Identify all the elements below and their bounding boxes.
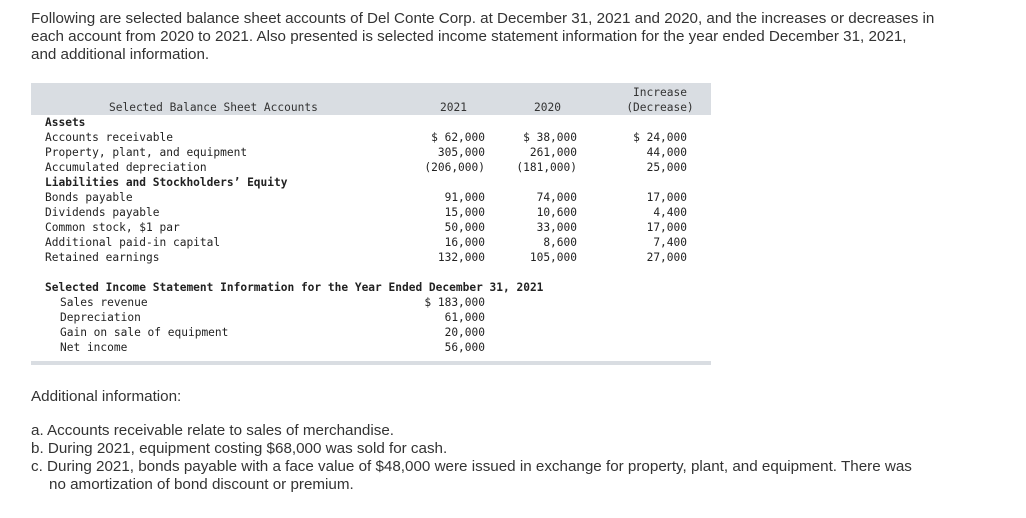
value-2021: (206,000) (424, 161, 485, 174)
value-2021: 132,000 (437, 251, 485, 264)
additional-item-b: b. During 2021, equipment costing $68,00… (31, 440, 448, 457)
intro-paragraph: Following are selected balance sheet acc… (31, 10, 991, 64)
additional-item-a: a. Accounts receivable relate to sales o… (31, 422, 395, 439)
value-change: 4,400 (653, 206, 687, 219)
income-label: Net income (60, 341, 128, 354)
value-2020: 8,600 (543, 236, 577, 249)
additional-heading: Additional information: (31, 388, 182, 405)
account-label: Retained earnings (45, 251, 160, 264)
income-value: 61,000 (444, 311, 485, 324)
account-label: Accumulated depreciation (45, 161, 207, 174)
income-value: 20,000 (444, 326, 485, 339)
value-change: $ 24,000 (633, 131, 687, 144)
income-label: Sales revenue (60, 296, 148, 309)
value-change: 25,000 (646, 161, 687, 174)
value-2020: 33,000 (536, 221, 577, 234)
section-heading: Liabilities and Stockholders’ Equity (45, 176, 288, 189)
income-label: Gain on sale of equipment (60, 326, 229, 339)
value-2021: 91,000 (444, 191, 485, 204)
header-2021: 2021 (440, 101, 467, 114)
account-label: Bonds payable (45, 191, 133, 204)
header-change-line1: Increase (633, 86, 687, 99)
account-label: Additional paid-in capital (45, 236, 221, 249)
balance-sheet-table: Selected Balance Sheet Accounts 2021 202… (31, 83, 711, 366)
value-2020: $ 38,000 (523, 131, 577, 144)
income-value: 56,000 (444, 341, 485, 354)
value-2021: 15,000 (444, 206, 485, 219)
table-bottom-rule (31, 361, 711, 365)
value-2020: 105,000 (529, 251, 577, 264)
header-2020: 2020 (534, 101, 561, 114)
table-header-band (31, 83, 711, 115)
additional-item-c: c. During 2021, bonds payable with a fac… (31, 458, 912, 475)
account-label: Common stock, $1 par (45, 221, 180, 234)
account-label: Property, plant, and equipment (45, 146, 248, 159)
account-label: Dividends payable (45, 206, 160, 219)
value-change: 44,000 (646, 146, 687, 159)
income-statement-title: Selected Income Statement Information fo… (45, 281, 544, 294)
value-2020: 74,000 (536, 191, 577, 204)
value-2021: 305,000 (437, 146, 485, 159)
additional-information: Additional information: a. Accounts rece… (31, 388, 991, 494)
account-label: Accounts receivable (45, 131, 173, 144)
value-2020: (181,000) (516, 161, 577, 174)
intro-line: and additional information. (31, 46, 210, 63)
value-change: 17,000 (646, 191, 687, 204)
income-label: Depreciation (60, 311, 141, 324)
value-change: 7,400 (653, 236, 687, 249)
value-change: 17,000 (646, 221, 687, 234)
income-value: $ 183,000 (424, 296, 485, 309)
value-change: 27,000 (646, 251, 687, 264)
value-2020: 261,000 (529, 146, 577, 159)
additional-item-c-continued: no amortization of bond discount or prem… (49, 476, 354, 493)
value-2021: $ 62,000 (431, 131, 485, 144)
value-2021: 50,000 (444, 221, 485, 234)
value-2020: 10,600 (536, 206, 577, 219)
section-heading: Assets (45, 116, 86, 129)
intro-line: Following are selected balance sheet acc… (31, 10, 935, 27)
intro-line: each account from 2020 to 2021. Also pre… (31, 28, 907, 45)
value-2021: 16,000 (444, 236, 485, 249)
header-accounts: Selected Balance Sheet Accounts (109, 101, 318, 114)
header-change-line2: (Decrease) (626, 101, 694, 114)
